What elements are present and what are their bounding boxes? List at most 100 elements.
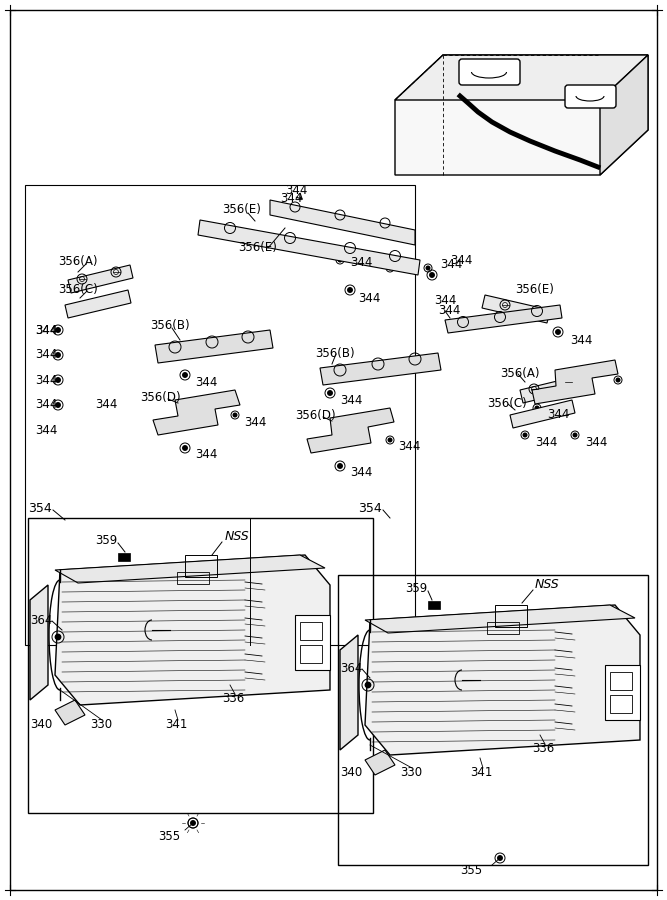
Bar [28,518,373,813]
Text: 344: 344 [350,466,372,480]
Circle shape [56,328,60,332]
Text: 344: 344 [398,440,420,454]
Text: 364: 364 [340,662,362,674]
Text: 344: 344 [285,184,307,196]
Text: 356(A): 356(A) [58,256,97,268]
Polygon shape [155,330,273,363]
Polygon shape [445,305,562,333]
Polygon shape [198,220,420,275]
Circle shape [183,373,187,377]
Circle shape [348,288,352,292]
Text: 344: 344 [35,323,57,337]
Text: 336: 336 [532,742,554,754]
Polygon shape [395,55,648,100]
Circle shape [327,391,332,395]
Text: 364: 364 [30,614,53,626]
Bar [177,572,209,584]
Circle shape [616,378,620,382]
Text: 344: 344 [35,348,57,362]
Text: NSS: NSS [535,579,560,591]
Polygon shape [395,55,648,175]
Circle shape [56,353,60,357]
Bar [605,665,640,720]
Polygon shape [55,555,325,583]
Text: 356(E): 356(E) [515,284,554,296]
Circle shape [426,266,430,270]
Text: 344: 344 [244,416,266,428]
Text: 344: 344 [434,293,456,307]
Circle shape [338,464,342,468]
Text: 344: 344 [570,334,592,346]
Text: 341: 341 [470,767,492,779]
Circle shape [366,682,371,688]
Polygon shape [307,408,394,453]
Text: 359: 359 [95,534,117,546]
Text: 344: 344 [585,436,608,448]
Circle shape [338,253,342,257]
Bar [25,185,415,645]
Text: 340: 340 [340,767,362,779]
Text: 356(C): 356(C) [487,397,527,410]
Text: 344: 344 [547,409,570,421]
Text: 336: 336 [222,691,244,705]
Text: 359: 359 [405,581,428,595]
Polygon shape [340,635,358,750]
Polygon shape [532,360,618,404]
Text: 340: 340 [30,718,52,732]
Text: 344: 344 [438,303,460,317]
Bar [338,575,648,865]
Text: 356(C): 356(C) [58,284,98,296]
Polygon shape [365,750,395,775]
Circle shape [183,446,187,450]
Polygon shape [270,200,415,245]
Polygon shape [68,265,133,293]
Bar [185,555,217,577]
Polygon shape [600,55,648,175]
Text: 356(E): 356(E) [222,203,261,217]
Text: 356(D): 356(D) [295,410,336,422]
Bar [300,622,322,640]
Text: 356(B): 356(B) [150,320,189,332]
Polygon shape [510,400,575,428]
Circle shape [556,329,560,334]
Circle shape [535,406,539,410]
Polygon shape [30,585,48,700]
Text: 356(B): 356(B) [315,346,355,359]
Bar [610,672,632,690]
Polygon shape [153,390,240,435]
Text: 344: 344 [195,375,217,389]
Polygon shape [55,555,330,705]
Bar [495,605,527,627]
Circle shape [430,273,434,277]
Text: 356(E): 356(E) [238,241,277,255]
Text: 344: 344 [358,292,380,304]
Text: 355: 355 [158,831,180,843]
Polygon shape [482,295,550,323]
Circle shape [56,403,60,407]
Bar [300,645,322,663]
Text: 356(A): 356(A) [500,366,540,380]
Bar [295,615,330,670]
Circle shape [55,634,61,640]
Text: 330: 330 [400,767,422,779]
Bar [428,601,440,609]
FancyBboxPatch shape [565,85,616,108]
Text: 354: 354 [28,501,52,515]
Polygon shape [365,605,635,633]
Circle shape [56,378,60,382]
Text: 344: 344 [35,424,57,436]
Text: 344: 344 [440,258,462,272]
Polygon shape [65,290,131,318]
Polygon shape [320,353,441,385]
Circle shape [498,856,502,860]
Circle shape [388,438,392,442]
Text: 344: 344 [95,399,117,411]
Text: 344: 344 [35,374,57,386]
Circle shape [388,266,392,270]
Polygon shape [365,605,640,755]
Text: NSS: NSS [225,530,249,544]
Bar [118,553,130,561]
Text: 356(D): 356(D) [140,392,181,404]
Circle shape [523,433,527,436]
Polygon shape [55,700,85,725]
